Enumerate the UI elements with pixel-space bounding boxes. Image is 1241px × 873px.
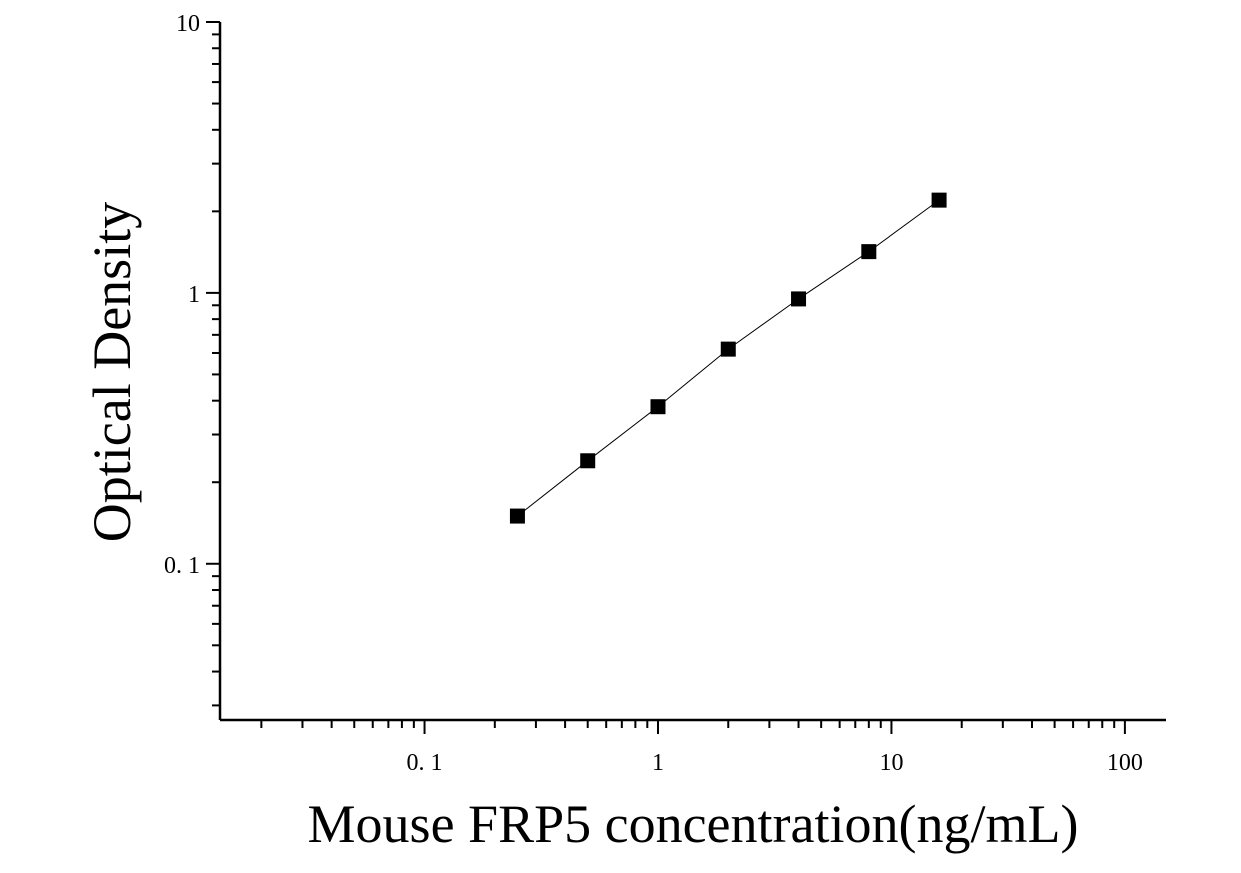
data-point-marker — [509, 508, 525, 524]
x-tick-label: 0. 1 — [407, 750, 443, 776]
data-point-marker — [720, 341, 736, 357]
ticks — [206, 21, 1126, 734]
y-tick-label: 1 — [188, 282, 200, 308]
y-tick-label: 0. 1 — [164, 553, 200, 579]
y-tick-label: 10 — [176, 11, 200, 37]
x-tick-label: 10 — [879, 750, 903, 776]
data-point-marker — [861, 244, 877, 260]
x-axis-title: Mouse FRP5 concentration(ng/mL) — [308, 794, 1079, 854]
y-axis-title: Optical Density — [82, 202, 142, 542]
data-point-marker — [931, 192, 947, 208]
data-point-marker — [791, 291, 807, 307]
data-point-marker — [580, 453, 596, 469]
x-tick-label: 100 — [1107, 750, 1143, 776]
x-tick-label: 1 — [652, 750, 664, 776]
tick-labels: 0. 1 1 10 100 0. 1 1 10 — [164, 11, 1143, 776]
plot-area — [509, 192, 947, 524]
axes — [218, 22, 1166, 722]
data-point-marker — [650, 399, 666, 415]
